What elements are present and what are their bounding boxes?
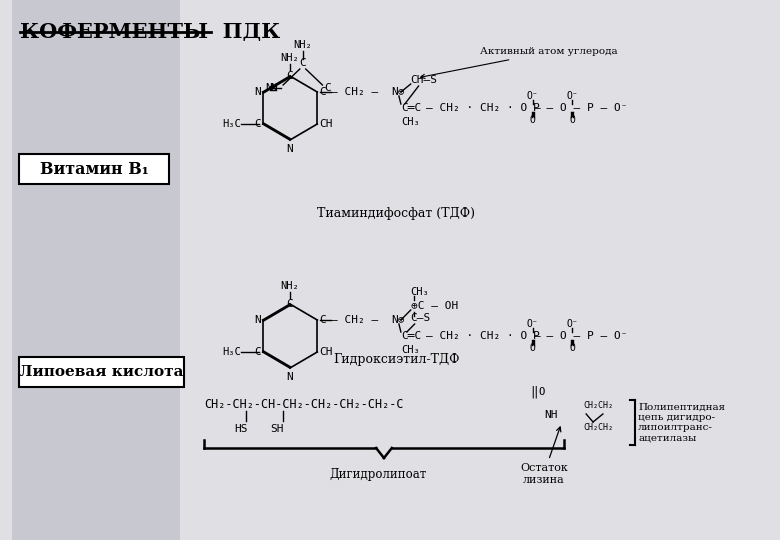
Text: O: O bbox=[538, 387, 544, 397]
Text: Витамин B₁: Витамин B₁ bbox=[40, 160, 148, 178]
Text: N: N bbox=[254, 315, 261, 325]
Text: — CH₂ · CH₂ · O —: — CH₂ · CH₂ · O — bbox=[427, 331, 541, 341]
Text: N: N bbox=[286, 372, 293, 382]
Text: NH₂: NH₂ bbox=[281, 281, 300, 291]
Text: NH₂: NH₂ bbox=[293, 40, 312, 50]
Text: O⁻: O⁻ bbox=[566, 319, 578, 329]
Text: Полипептидная
цепь дигидро-
липоилтранс-
ацетилазы: Полипептидная цепь дигидро- липоилтранс-… bbox=[638, 402, 725, 443]
Text: C: C bbox=[319, 87, 326, 97]
Text: — CH₂ —: — CH₂ — bbox=[331, 87, 378, 97]
Text: C═C: C═C bbox=[401, 331, 421, 341]
Text: Гидроксиэтил-ТДФ: Гидроксиэтил-ТДФ bbox=[333, 354, 459, 367]
Text: O⁻: O⁻ bbox=[526, 91, 539, 101]
FancyBboxPatch shape bbox=[20, 357, 184, 387]
Text: — CH₂ · CH₂ · O —: — CH₂ · CH₂ · O — bbox=[427, 103, 541, 113]
Text: — CH₂ —: — CH₂ — bbox=[331, 315, 378, 325]
Text: N: N bbox=[270, 83, 277, 93]
Text: CH₃: CH₃ bbox=[411, 287, 430, 297]
Text: CH: CH bbox=[319, 119, 333, 129]
Text: Остаток
лизина: Остаток лизина bbox=[520, 427, 568, 484]
Text: HS: HS bbox=[234, 424, 247, 434]
Text: CH: CH bbox=[319, 347, 333, 357]
Text: O: O bbox=[530, 115, 536, 125]
Text: NH₂: NH₂ bbox=[281, 53, 300, 63]
Text: КОФЕРМЕНТЫ  ПДК: КОФЕРМЕНТЫ ПДК bbox=[20, 22, 281, 42]
Text: CH₃: CH₃ bbox=[401, 345, 420, 355]
Text: ⊕C — OH: ⊕C — OH bbox=[411, 301, 458, 311]
Text: N⊕: N⊕ bbox=[391, 315, 405, 325]
Text: H₃C: H₃C bbox=[222, 347, 241, 357]
Text: CH₂-CH₂-CH-CH₂-CH₂-CH₂-CH₂-C: CH₂-CH₂-CH-CH₂-CH₂-CH₂-CH₂-C bbox=[204, 399, 404, 411]
Text: C: C bbox=[286, 71, 293, 81]
Text: ‖: ‖ bbox=[530, 386, 537, 399]
Text: N⊕: N⊕ bbox=[391, 87, 405, 97]
Text: CH₂CH₂: CH₂CH₂ bbox=[583, 423, 613, 433]
Text: N: N bbox=[265, 83, 271, 93]
Text: CH₃: CH₃ bbox=[401, 117, 420, 127]
FancyBboxPatch shape bbox=[20, 154, 169, 184]
Text: Тиаминдифосфат (ТДФ): Тиаминдифосфат (ТДФ) bbox=[317, 206, 475, 219]
Text: C: C bbox=[300, 58, 306, 68]
FancyBboxPatch shape bbox=[12, 0, 179, 540]
Text: P — O — P — O⁻: P — O — P — O⁻ bbox=[533, 331, 627, 341]
Text: O: O bbox=[530, 343, 536, 353]
Text: CH₂CH₂: CH₂CH₂ bbox=[583, 402, 613, 410]
Text: O⁻: O⁻ bbox=[526, 319, 539, 329]
Text: Активный атом углерода: Активный атом углерода bbox=[420, 48, 617, 78]
Text: O: O bbox=[569, 343, 575, 353]
Text: N: N bbox=[286, 144, 293, 154]
Text: N: N bbox=[254, 87, 261, 97]
Text: C—S: C—S bbox=[411, 313, 431, 323]
Text: H₃C: H₃C bbox=[222, 119, 241, 129]
Text: Липоевая кислота: Липоевая кислота bbox=[19, 365, 183, 379]
Text: O: O bbox=[569, 115, 575, 125]
Text: CH—S: CH—S bbox=[411, 75, 438, 85]
Text: C: C bbox=[254, 347, 261, 357]
Text: C═C: C═C bbox=[401, 103, 421, 113]
Text: NH: NH bbox=[544, 410, 558, 420]
Text: C: C bbox=[319, 315, 326, 325]
Text: C: C bbox=[324, 83, 331, 93]
Text: Дигидролипоат: Дигидролипоат bbox=[330, 468, 427, 481]
Text: O⁻: O⁻ bbox=[566, 91, 578, 101]
Text: C: C bbox=[254, 119, 261, 129]
Text: SH: SH bbox=[271, 424, 284, 434]
Text: C: C bbox=[286, 299, 293, 309]
Text: P — O — P — O⁻: P — O — P — O⁻ bbox=[533, 103, 627, 113]
